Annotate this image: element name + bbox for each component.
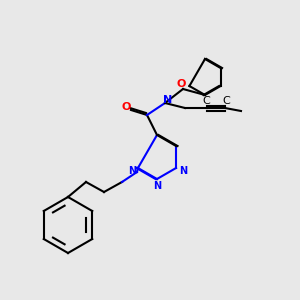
Text: O: O xyxy=(177,79,186,89)
Text: C: C xyxy=(202,96,210,106)
Text: C: C xyxy=(222,96,230,106)
Text: N: N xyxy=(128,166,136,176)
Text: N: N xyxy=(153,181,161,191)
Text: N: N xyxy=(164,95,172,105)
Text: N: N xyxy=(179,166,187,176)
Text: O: O xyxy=(121,102,131,112)
